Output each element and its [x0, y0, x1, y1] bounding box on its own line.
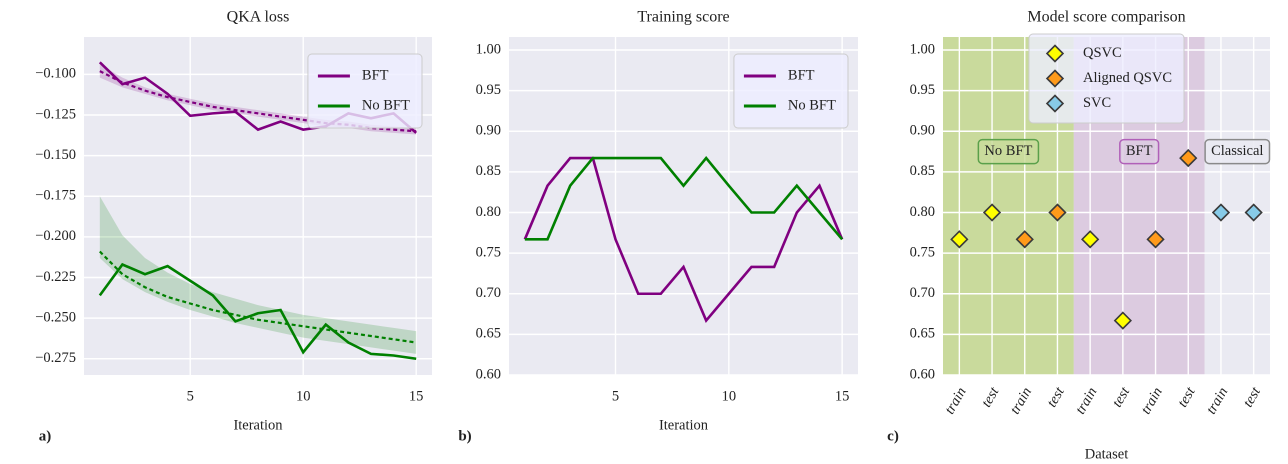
y-tick-label: 0.70 [910, 285, 935, 301]
y-tick-label: −0.225 [35, 269, 76, 285]
chart-title: Training score [637, 9, 729, 26]
legend-label: Aligned QSVC [1083, 70, 1172, 86]
x-tick-label: 5 [612, 388, 619, 404]
chart-title: QKA loss [227, 9, 290, 26]
y-tick-label: 0.75 [476, 244, 501, 260]
y-tick-label: −0.100 [35, 66, 76, 82]
chart-title: Model score comparison [1027, 9, 1185, 26]
point [982, 203, 1002, 222]
legend-label: No BFT [788, 97, 836, 113]
point [1179, 148, 1198, 168]
y-tick-label: −0.200 [35, 228, 76, 244]
point [1081, 230, 1100, 249]
y-tick-label: 0.95 [910, 82, 935, 98]
y-tick-label: 0.70 [476, 285, 501, 301]
x-tick-label: 5 [187, 388, 194, 404]
x-tick-label: train [1138, 385, 1166, 417]
x-tick-label: test [978, 384, 1002, 410]
annotation-box [977, 138, 1040, 165]
x-tick-label: train [942, 385, 970, 417]
legend: QSVC Aligned QSVC SVC [1028, 33, 1185, 124]
y-tick-label: 1.00 [910, 41, 935, 57]
annotation: BFT [1126, 143, 1153, 159]
annotation-box [1119, 138, 1160, 165]
annotation: Classical [1211, 143, 1263, 159]
series-line [523, 156, 844, 324]
legend-swatch [1045, 44, 1065, 63]
x-tick-label: 15 [835, 388, 850, 404]
point [1015, 230, 1034, 249]
legend-label: BFT [362, 67, 389, 83]
y-tick-label: 0.95 [476, 82, 501, 98]
x-axis-label: Dataset [1085, 446, 1128, 462]
fit-line [99, 70, 417, 133]
y-tick-label: −0.150 [35, 147, 76, 163]
legend: BFT No BFT [733, 53, 849, 129]
legend-swatch [1045, 69, 1065, 88]
x-tick-label: test [1240, 384, 1264, 410]
legend-label: QSVC [1083, 45, 1122, 61]
y-tick-label: 0.80 [910, 204, 935, 220]
x-axis-label: Iteration [233, 417, 283, 433]
y-tick-label: 0.80 [476, 204, 501, 220]
legend: BFT No BFT [307, 53, 423, 129]
y-tick-label: 0.60 [476, 366, 501, 382]
y-tick-label: 0.85 [476, 163, 501, 179]
annotation: No BFT [984, 143, 1032, 159]
y-tick-label: 0.60 [910, 366, 935, 382]
x-tick-label: train [1073, 385, 1101, 417]
x-tick-label: 15 [409, 388, 424, 404]
legend-box [1028, 33, 1185, 124]
y-tick-label: 0.85 [910, 163, 935, 179]
x-tick-label: test [1109, 384, 1133, 410]
x-tick-label: 10 [722, 388, 737, 404]
series-line [524, 156, 844, 241]
y-tick-label: 0.65 [910, 326, 935, 342]
panel-label: c) [887, 428, 899, 444]
y-tick-label: −0.250 [35, 309, 76, 325]
y-tick-label: −0.275 [35, 350, 76, 366]
y-tick-label: −0.175 [35, 188, 76, 204]
y-tick-label: 0.75 [910, 244, 935, 260]
series-line [98, 262, 417, 361]
x-tick-label: train [1007, 385, 1035, 417]
x-tick-label: train [1203, 385, 1231, 417]
y-tick-label: 0.90 [910, 123, 935, 139]
region [1204, 37, 1270, 375]
panel-label: b) [458, 428, 471, 444]
x-tick-label: test [1044, 384, 1068, 410]
point [950, 230, 969, 249]
y-tick-label: −0.125 [35, 106, 76, 122]
point [1211, 203, 1231, 222]
legend-label: No BFT [362, 97, 410, 113]
y-tick-label: 1.00 [476, 41, 501, 57]
panel-label: a) [39, 428, 52, 444]
point [1244, 203, 1263, 222]
point [1146, 230, 1165, 249]
point [1048, 203, 1067, 222]
legend-box [733, 53, 849, 129]
fit-line [99, 250, 417, 344]
y-tick-label: 0.90 [476, 123, 501, 139]
legend-label: SVC [1083, 95, 1111, 111]
point [1113, 311, 1132, 330]
legend-label: BFT [788, 67, 815, 83]
legend-box [307, 53, 423, 129]
y-tick-label: 0.65 [476, 326, 501, 342]
x-tick-label: test [1175, 384, 1199, 410]
x-tick-label: 10 [296, 388, 311, 404]
legend-swatch [1045, 94, 1065, 113]
annotation-box [1204, 138, 1271, 165]
x-axis-label: Iteration [659, 417, 709, 433]
